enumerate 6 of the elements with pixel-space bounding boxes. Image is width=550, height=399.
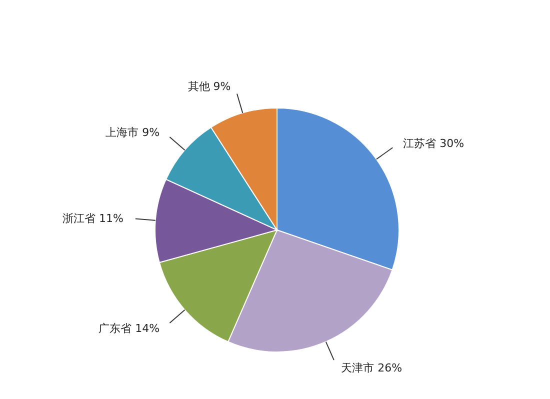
slice-label: 广东省 14%	[98, 322, 160, 336]
slice-label: 天津市 26%	[341, 361, 402, 374]
slice-label: 其他 9%	[188, 80, 231, 94]
slice-label: 上海市 9%	[106, 126, 160, 139]
slice-label: 江苏省 30%	[403, 136, 464, 150]
slice-label: 浙江省 11%	[62, 212, 124, 226]
